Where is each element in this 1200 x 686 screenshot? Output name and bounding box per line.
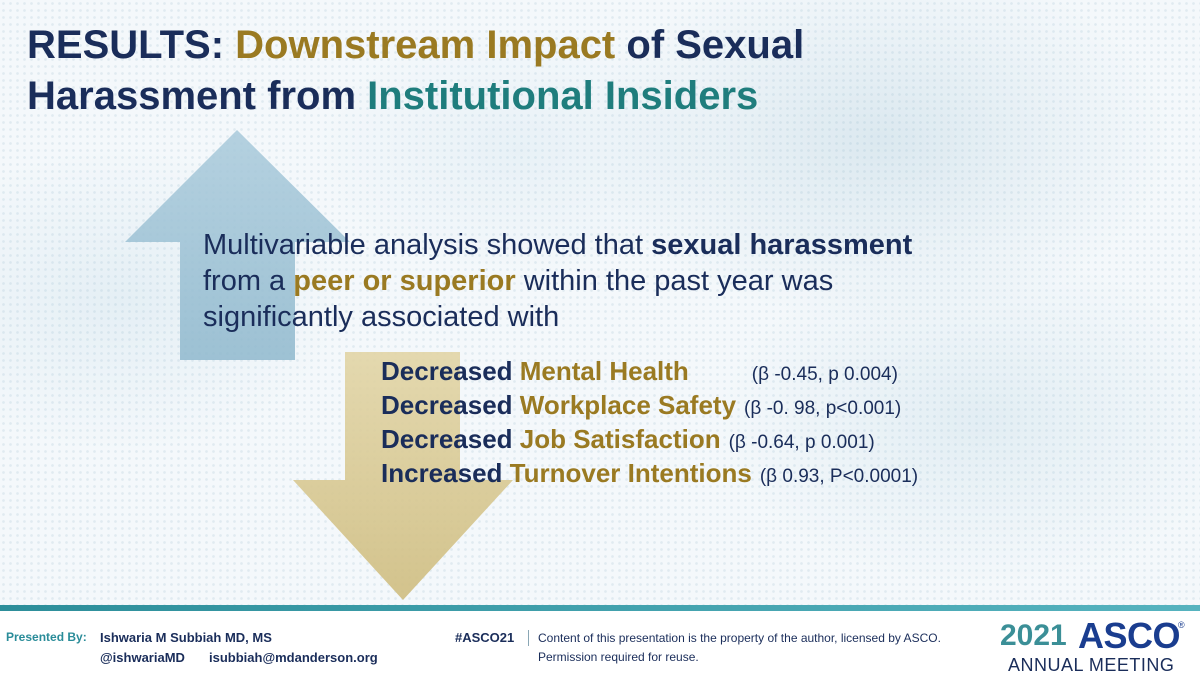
title-downstream-impact: Downstream Impact <box>235 23 616 67</box>
analysis-text-2: from a <box>203 265 294 297</box>
finding-outcome: Turnover Intentions <box>509 458 752 488</box>
up-arrow-icon <box>125 130 350 360</box>
logo-meeting: ANNUAL MEETING <box>1008 655 1175 675</box>
finding-direction: Decreased <box>381 390 520 420</box>
disclaimer-line-2: Permission required for reuse. <box>538 650 699 664</box>
analysis-text-1: Multivariable analysis showed that <box>203 229 652 261</box>
finding-job-satisfaction: Decreased Job Satisfaction (β -0.64, p 0.… <box>381 422 1101 456</box>
logo-name: ASCO <box>1078 615 1181 656</box>
finding-stat: (β 0.93, P<0.0001) <box>759 466 919 487</box>
slide-title: RESULTS: Downstream Impact of Sexual Hara… <box>27 20 1177 122</box>
footer <box>0 611 1200 686</box>
finding-workplace-safety: Decreased Workplace Safety (β -0. 98, p<0… <box>381 388 1101 422</box>
title-of-sexual: of Sexual <box>615 23 805 67</box>
logo-registered-mark: ® <box>1178 620 1185 630</box>
finding-outcome: Workplace Safety <box>519 390 737 420</box>
presenter-name: Ishwaria M Subbiah MD, MS <box>100 630 272 645</box>
finding-direction: Decreased <box>381 356 520 386</box>
presented-by-label: Presented By: <box>6 630 87 644</box>
finding-stat: (β -0.64, p 0.001) <box>728 432 875 453</box>
finding-direction: Increased <box>381 458 510 488</box>
title-harassment-from: Harassment from <box>27 74 368 118</box>
finding-stat: (β -0.45, p 0.004) <box>751 364 898 385</box>
finding-outcome: Mental Health <box>519 356 689 386</box>
finding-stat: (β -0. 98, p<0.001) <box>744 398 902 419</box>
analysis-highlight-peer-superior: peer or superior <box>293 265 516 297</box>
footer-divider-bar <box>0 605 1200 611</box>
finding-direction: Decreased <box>381 424 520 454</box>
title-institutional-insiders: Institutional Insiders <box>367 74 759 118</box>
finding-mental-health: Decreased Mental Health (β -0.45, p 0.004… <box>381 354 1101 388</box>
analysis-text: Multivariable analysis showed that sexua… <box>203 227 1103 335</box>
presenter-handle: @ishwariaMD <box>100 650 185 665</box>
finding-outcome: Job Satisfaction <box>519 424 721 454</box>
findings-list: Decreased Mental Health (β -0.45, p 0.004… <box>381 354 1101 490</box>
footer-separator <box>528 630 529 646</box>
slide-background: RESULTS: Downstream Impact of Sexual Hara… <box>0 0 1200 605</box>
finding-turnover-intentions: Increased Turnover Intentions (β 0.93, P<… <box>381 456 1101 490</box>
title-results: RESULTS: <box>27 23 236 67</box>
logo-year: 2021 <box>1000 619 1067 652</box>
analysis-highlight-sexual-harassment: sexual harassment <box>651 229 913 261</box>
analysis-text-4: significantly associated with <box>203 301 560 333</box>
disclaimer-line-1: Content of this presentation is the prop… <box>538 631 941 645</box>
asco-annual-meeting-logo: 2021 ASCO ® ANNUAL MEETING <box>1000 618 1190 680</box>
arrow-graphic <box>125 130 513 600</box>
conference-hashtag: #ASCO21 <box>455 630 515 645</box>
analysis-text-3: within the past year was <box>515 265 834 297</box>
down-arrow-icon <box>293 352 513 600</box>
presenter-email: isubbiah@mdanderson.org <box>209 650 378 665</box>
